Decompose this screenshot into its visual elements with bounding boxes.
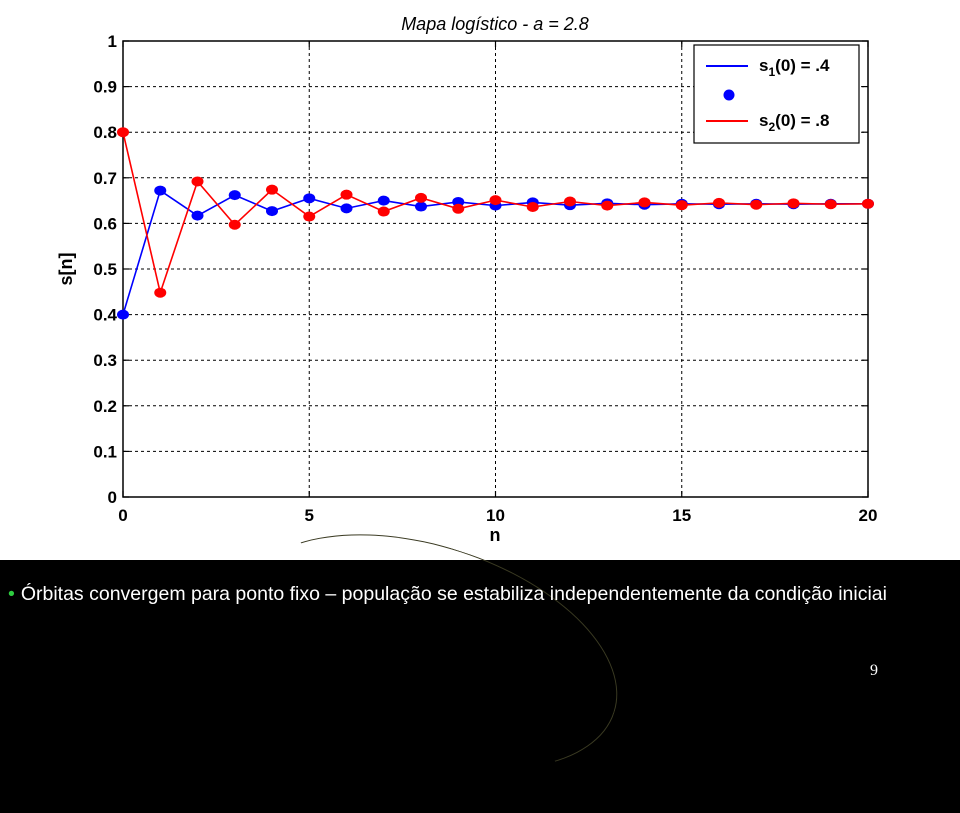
- series-1-point: [377, 195, 390, 206]
- legend-subscript-2: 2: [768, 120, 775, 134]
- y-axis-label: s[n]: [56, 253, 76, 286]
- series-2-point: [638, 197, 651, 208]
- series-2-point: [303, 211, 316, 222]
- axis-ticks: 0 5 10 15 20 0 0.1 0.2 0.3 0.4 0.5 0.6 0.7 0.8 0.9 1: [93, 32, 877, 525]
- y-tick-label: 1: [108, 32, 117, 51]
- x-tick-label: 5: [305, 506, 314, 525]
- series-1-point: [154, 185, 167, 196]
- x-axis-label: n: [490, 525, 501, 545]
- series-1-point: [303, 193, 316, 204]
- y-tick-label: 0.5: [93, 260, 117, 279]
- y-tick-label: 0.9: [93, 78, 117, 97]
- legend-symbol-1: s: [759, 56, 768, 75]
- y-tick-label: 0.4: [93, 306, 117, 325]
- series-2-point: [117, 127, 129, 138]
- bullet-icon: •: [8, 583, 15, 605]
- series-1-point: [452, 196, 465, 207]
- series-2-point: [675, 200, 688, 211]
- legend-subscript-1: 1: [768, 65, 775, 79]
- series-1-point: [117, 309, 129, 320]
- y-tick-label: 0.6: [93, 214, 117, 233]
- series-2-point: [750, 199, 763, 210]
- series-2-point: [824, 199, 837, 210]
- series-2-point: [191, 176, 204, 187]
- y-tick-label: 0.3: [93, 351, 117, 370]
- chart-figure: Mapa logístico - a = 2.8 0 5 10 15 20 0 0.1 0.2…: [0, 0, 960, 560]
- series-2-point: [713, 197, 725, 208]
- x-tick-label: 20: [859, 506, 878, 525]
- x-tick-label: 15: [672, 506, 691, 525]
- page-number: 9: [870, 662, 878, 679]
- y-tick-label: 0.2: [93, 397, 117, 416]
- series-2: [117, 127, 874, 298]
- y-tick-label: 0: [108, 488, 117, 507]
- svg-text:s2(0) = .8: s2(0) = .8: [759, 111, 830, 134]
- x-tick-label: 0: [118, 506, 127, 525]
- series-1-point: [228, 190, 241, 201]
- series-2-point: [377, 206, 390, 217]
- series-2-point: [564, 196, 576, 207]
- y-tick-label: 0.8: [93, 123, 117, 142]
- legend-label-1: (0) = .4: [775, 56, 830, 75]
- slide-caption: • Órbitas convergem para ponto fixo – pop…: [8, 582, 920, 607]
- y-tick-label: 0.1: [93, 442, 117, 461]
- x-tick-label: 10: [486, 506, 505, 525]
- svg-text:s1(0) = .4: s1(0) = .4: [759, 56, 830, 79]
- legend-label-2: (0) = .8: [775, 111, 829, 130]
- series-1-point: [340, 203, 353, 214]
- series-2-point: [228, 219, 241, 230]
- chart-title: Mapa logístico - a = 2.8: [401, 14, 589, 34]
- legend-marker: [723, 89, 735, 101]
- legend: s1(0) = .4 s2(0) = .8: [693, 44, 860, 144]
- series-2-point: [601, 200, 614, 211]
- series-2-point: [862, 198, 874, 209]
- y-tick-label: 0.7: [93, 169, 117, 188]
- series-1-point: [266, 206, 278, 217]
- series-2-point: [787, 198, 800, 209]
- grid-lines: [123, 41, 868, 497]
- series-1-point: [191, 210, 204, 221]
- series-2-point: [452, 203, 465, 214]
- series-2-point: [154, 287, 167, 298]
- series-2-point: [526, 201, 539, 212]
- legend-box: [693, 44, 860, 144]
- data-series: [117, 127, 874, 320]
- series-2-point: [340, 189, 353, 200]
- series-1-point: [415, 201, 427, 212]
- series-2-point: [415, 192, 427, 203]
- legend-symbol-2: s: [759, 111, 768, 130]
- series-2-point: [489, 195, 502, 206]
- series-2-point: [266, 184, 278, 195]
- logistic-map-chart: Mapa logístico - a = 2.8 0 5 10 15 20 0 0.1 0.2…: [56, 14, 877, 545]
- caption-text: Órbitas convergem para ponto fixo – popu…: [20, 583, 887, 605]
